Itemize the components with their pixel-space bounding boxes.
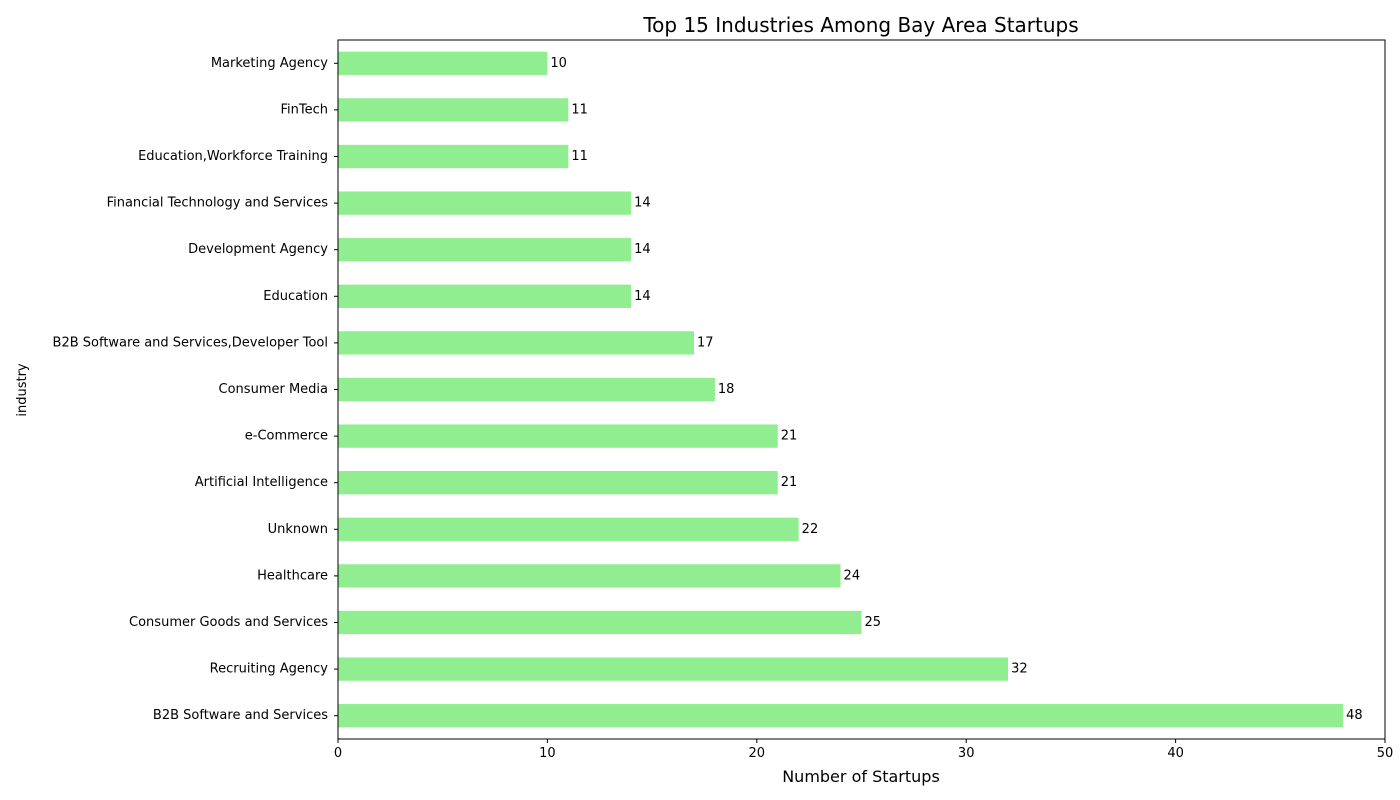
data-label-5: 21	[781, 475, 798, 490]
y-tick-label-2: Consumer Goods and Services	[129, 615, 328, 630]
bar-8	[338, 331, 694, 355]
x-tick-label-3: 30	[958, 746, 975, 761]
bar-10	[338, 238, 632, 262]
y-tick-label-9: Education	[263, 289, 328, 304]
bar-5	[338, 471, 778, 495]
bar-14	[338, 51, 548, 75]
y-tick-label-3: Healthcare	[257, 568, 328, 583]
data-label-7: 18	[718, 382, 735, 397]
x-axis-label: Number of Startups	[782, 767, 940, 786]
data-label-9: 14	[634, 289, 651, 304]
x-tick-label-4: 40	[1167, 746, 1184, 761]
data-label-11: 14	[634, 196, 651, 211]
data-label-8: 17	[697, 335, 714, 350]
bar-2	[338, 610, 862, 635]
data-label-4: 22	[802, 522, 819, 537]
bar-0	[338, 704, 1344, 728]
bar-3	[338, 564, 841, 588]
bar-7	[338, 377, 715, 402]
y-axis-label: industry	[15, 363, 30, 417]
bar-12	[338, 144, 569, 169]
y-tick-label-7: Consumer Media	[219, 382, 328, 397]
data-label-14: 10	[550, 56, 567, 71]
y-tick-label-4: Unknown	[268, 522, 328, 537]
bar-6	[338, 424, 778, 448]
y-tick-label-6: e-Commerce	[245, 429, 328, 444]
bar-4	[338, 517, 799, 541]
x-tick-label-0: 0	[334, 746, 342, 761]
data-label-2: 25	[865, 615, 882, 630]
x-tick-label-1: 10	[539, 746, 556, 761]
data-label-6: 21	[781, 429, 798, 444]
y-tick-label-8: B2B Software and Services,Developer Tool	[53, 335, 328, 350]
y-tick-label-0: B2B Software and Services	[153, 708, 328, 723]
y-tick-label-14: Marketing Agency	[211, 56, 328, 71]
x-tick-label-2: 20	[749, 746, 766, 761]
data-label-13: 11	[571, 102, 588, 117]
data-label-0: 48	[1346, 708, 1363, 723]
x-axis-ticks: 0 10 20 30 40 50	[334, 739, 1393, 761]
data-label-1: 32	[1011, 662, 1028, 677]
y-tick-label-11: Financial Technology and Services	[107, 196, 329, 211]
y-tick-label-10: Development Agency	[188, 242, 328, 257]
bars-group	[338, 51, 1344, 728]
x-tick-label-5: 50	[1377, 746, 1394, 761]
data-label-10: 14	[634, 242, 651, 257]
chart-title: Top 15 Industries Among Bay Area Startup…	[642, 13, 1078, 37]
y-tick-label-13: FinTech	[281, 102, 329, 117]
data-label-12: 11	[571, 149, 588, 164]
y-axis-ticks: B2B Software and Services Recruiting Agen…	[53, 56, 338, 723]
y-tick-label-1: Recruiting Agency	[210, 662, 329, 677]
y-tick-label-5: Artificial Intelligence	[195, 475, 328, 490]
bar-11	[338, 191, 632, 215]
data-labels-group: 48 32 25 24 22 21 21 18 17 14 14 14 11 11 10	[550, 56, 1362, 723]
axes-frame	[337, 39, 1386, 740]
bar-1	[338, 657, 1009, 681]
y-tick-label-12: Education,Workforce Training	[138, 149, 328, 164]
bar-13	[338, 98, 569, 122]
data-label-3: 24	[844, 568, 861, 583]
bar-9	[338, 284, 632, 308]
